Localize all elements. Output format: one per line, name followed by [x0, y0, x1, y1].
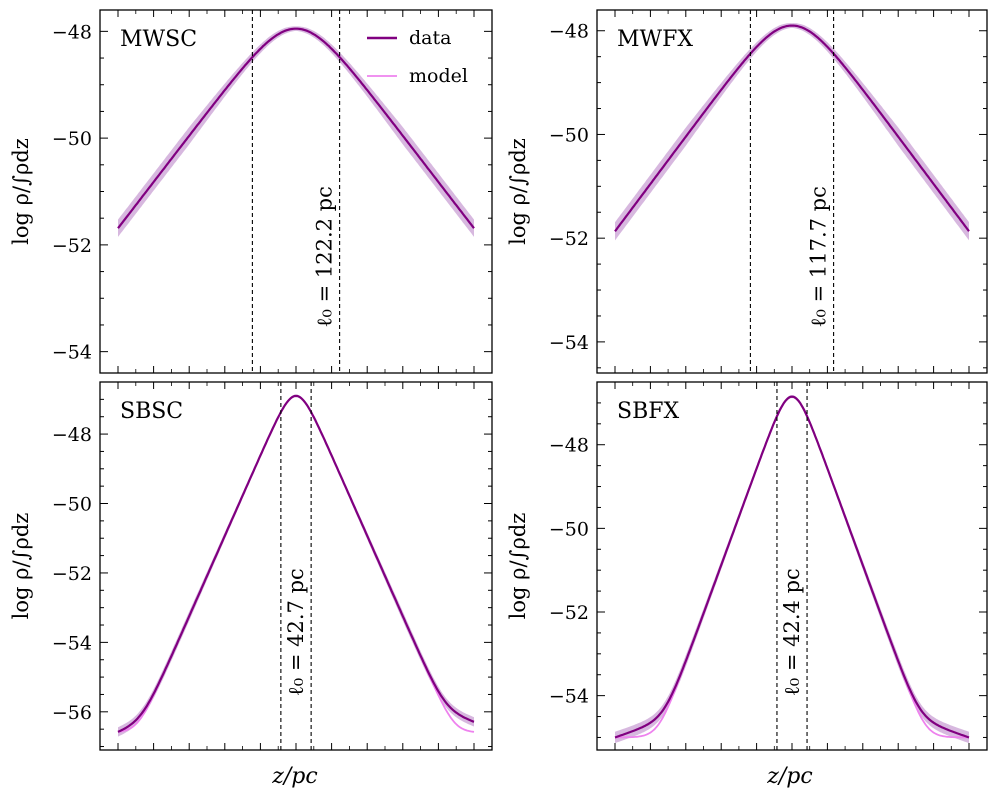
y-axis-label: log ρ/∫ρdz [506, 138, 530, 245]
y-tick-label: −54 [52, 342, 92, 364]
y-tick-label: −48 [52, 424, 92, 446]
y-tick-label: −52 [549, 602, 589, 624]
legend-label-data: data [409, 27, 451, 49]
plot-area [614, 395, 970, 744]
y-tick-label: −50 [52, 128, 92, 150]
panel-mwsc: −54 −52 −50 −48 log ρ/∫ρdz MWSC ℓ₀ = 122.2 pc d… [9, 9, 493, 374]
panel-sbsc: −56 −54 −52 −50 −48 log ρ/∫ρdz SBSC ℓ₀ = 42.7 p… [9, 381, 493, 751]
x-axis-label-right: z/pc [766, 764, 812, 789]
y-tick-label: −48 [549, 21, 589, 43]
y-tick-label: −52 [52, 235, 92, 257]
scale-height-annotation: ℓ₀ = 117.7 pc [807, 186, 831, 327]
x-axis-label-left: z/pc [271, 764, 317, 789]
legend: data model [367, 27, 468, 87]
series-data-line [117, 27, 475, 229]
y-tick-label: −50 [52, 494, 92, 516]
plot-area [117, 394, 475, 737]
panel-title: SBSC [120, 399, 183, 424]
panel-title: MWSC [120, 27, 197, 52]
y-tick-label: −48 [549, 435, 589, 457]
legend-label-model: model [409, 65, 468, 87]
data-uncertainty-band [118, 26, 474, 237]
y-tick-label: −50 [549, 518, 589, 540]
series-data-line [614, 24, 970, 232]
data-uncertainty-band [615, 23, 969, 241]
axes-frame [596, 9, 988, 374]
series-model-line [614, 24, 970, 232]
series-data-line [117, 394, 475, 733]
y-tick-label: −50 [549, 124, 589, 146]
panel-sbfx: −54 −52 −50 −48 log ρ/∫ρdz SBFX ℓ₀ = 42.4 pc [506, 381, 988, 751]
scale-height-annotation: ℓ₀ = 122.2 pc [313, 186, 337, 327]
scale-height-annotation: ℓ₀ = 42.7 pc [284, 568, 308, 696]
plot-area [614, 23, 970, 241]
panel-title: MWFX [617, 27, 693, 52]
y-tick-label: −54 [52, 632, 92, 654]
y-tick-label: −56 [52, 702, 92, 724]
y-tick-label: −54 [549, 686, 589, 708]
panel-mwfx: −54 −52 −50 −48 log ρ/∫ρdz MWFX ℓ₀ = 117.7 pc [506, 9, 988, 374]
y-axis-label: log ρ/∫ρdz [9, 513, 33, 620]
series-data-line [614, 395, 970, 739]
y-tick-label: −54 [549, 332, 589, 354]
y-tick-label: −48 [52, 21, 92, 43]
y-tick-label: −52 [549, 228, 589, 250]
scale-height-annotation: ℓ₀ = 42.4 pc [780, 568, 804, 696]
series-model-line [117, 27, 475, 229]
y-axis-label: log ρ/∫ρdz [506, 513, 530, 620]
y-axis-label: log ρ/∫ρdz [9, 138, 33, 245]
y-tick-label: −52 [52, 563, 92, 585]
panel-title: SBFX [617, 399, 680, 424]
plot-area [117, 26, 475, 237]
